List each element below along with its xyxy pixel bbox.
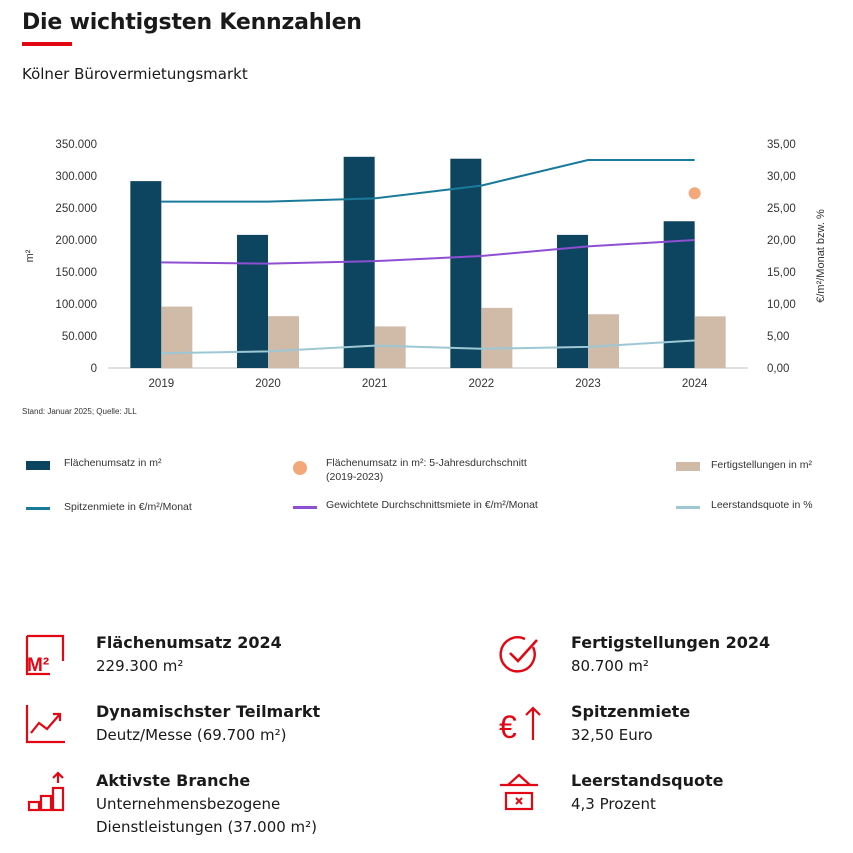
kpi-value: 80.700 m²: [571, 657, 649, 675]
legend-label: Leerstandsquote in %: [711, 499, 813, 511]
legend-swatch: [26, 461, 50, 470]
legend-swatch: [676, 462, 700, 471]
legend-label: Flächenumsatz in m²: [64, 457, 162, 469]
bar-flaechenumsatz: [663, 221, 695, 368]
kpi-spitzenmiete: € Spitzenmiete 32,50 Euro: [497, 702, 827, 752]
y-left-tick-label: 200.000: [55, 235, 97, 247]
kpi-value: 229.300 m²: [96, 657, 184, 675]
kpi-teilmarkt: Dynamischster Teilmarkt Deutz/Messe (69.…: [22, 702, 352, 752]
legend-swatch: [293, 461, 307, 475]
line-leerstandsquote: [161, 339, 695, 355]
y-right-tick-label: 35,00: [767, 139, 796, 151]
bar-flaechenumsatz: [450, 158, 482, 368]
y-left-tick-label: 300.000: [55, 171, 97, 183]
point-5-jahresdurchschnitt: [688, 187, 701, 200]
x-tick-label: 2023: [575, 378, 601, 390]
bar-fertigstellungen: [268, 316, 299, 368]
y-right-tick-label: 0,00: [767, 363, 789, 375]
y-left-tick-label: 350.000: [55, 139, 97, 151]
line-durchschnittsmiete: [161, 239, 695, 265]
y-left-tick-label: 50.000: [62, 331, 97, 343]
bar-flaechenumsatz: [237, 234, 268, 368]
y-right-tick-label: 20,00: [767, 235, 796, 247]
kpi-value: Deutz/Messe (69.700 m²): [96, 726, 287, 744]
legend-label: Fertigstellungen in m²: [711, 459, 812, 471]
y-right-tick-label: 10,00: [767, 299, 796, 311]
page-title: Die wichtigsten Kennzahlen: [22, 10, 362, 35]
y-right-tick-label: 15,00: [767, 267, 796, 279]
x-tick-label: 2019: [149, 378, 175, 390]
y-right-axis-label: €/m²/Monat bzw. %: [815, 209, 827, 303]
kpi-flaechenumsatz: M² Flächenumsatz 2024 229.300 m²: [22, 633, 352, 683]
source-note: Stand: Januar 2025; Quelle: JLL: [22, 407, 137, 416]
y-left-axis-label: m²: [24, 249, 36, 262]
y-left-tick-label: 0: [91, 363, 97, 375]
title-accent-bar: [22, 42, 72, 46]
legend-label-line2: (2019-2023): [326, 471, 384, 483]
page-subtitle: Kölner Bürovermietungsmarkt: [22, 65, 248, 83]
kpi-label: Leerstandsquote: [571, 771, 724, 790]
kpi-value-line2: Dienstleistungen (37.000 m²): [96, 818, 318, 836]
legend-label: Spitzenmiete in €/m²/Monat: [64, 501, 192, 513]
bar-flaechenumsatz: [557, 234, 588, 368]
kpi-value: 4,3 Prozent: [571, 795, 656, 813]
x-tick-label: 2020: [255, 378, 281, 390]
x-tick-label: 2021: [362, 378, 388, 390]
y-right-tick-label: 25,00: [767, 203, 796, 215]
legend-label: Gewichtete Durchschnittsmiete in €/m²/Mo…: [326, 499, 538, 511]
bar-fertigstellungen: [694, 316, 726, 368]
line-spitzenmiete: [161, 159, 695, 203]
checkmark-circle-icon: [499, 636, 538, 673]
svg-text:€: €: [499, 709, 517, 745]
vacancy-sign-icon: [500, 773, 538, 811]
bar-fertigstellungen: [481, 307, 513, 368]
y-left-tick-label: 250.000: [55, 203, 97, 215]
x-tick-label: 2024: [682, 378, 708, 390]
legend-swatch: [676, 506, 700, 509]
kpi-fertigstellungen: Fertigstellungen 2024 80.700 m²: [497, 633, 827, 683]
combo-chart: 0 50.000 100.000 150.000 200.000 250.000 300.0…: [24, 139, 827, 390]
bar-flaechenumsatz: [130, 181, 162, 368]
y-right-tick-label: 5,00: [767, 331, 789, 343]
kpi-leerstandsquote: Leerstandsquote 4,3 Prozent: [497, 771, 827, 821]
bar-steps-icon: [27, 771, 65, 812]
kpi-label: Aktivste Branche: [96, 771, 251, 790]
y-left-tick-label: 150.000: [55, 267, 97, 279]
bar-fertigstellungen: [161, 306, 193, 368]
kpi-label: Dynamischster Teilmarkt: [96, 702, 321, 721]
kpi-value: 32,50 Euro: [571, 726, 653, 744]
kpi-label: Flächenumsatz 2024: [96, 633, 282, 652]
bar-fertigstellungen: [588, 314, 619, 368]
kpi-value: Unternehmensbezogene: [96, 795, 281, 813]
kpi-label: Fertigstellungen 2024: [571, 633, 771, 652]
euro-up-icon: €: [499, 706, 541, 745]
legend-swatch: [26, 507, 50, 510]
legend-label: Flächenumsatz in m²: 5-Jahresdurchschnit…: [326, 457, 527, 469]
x-tick-label: 2022: [469, 378, 495, 390]
legend-swatch: [293, 506, 317, 509]
y-left-tick-label: 100.000: [55, 299, 97, 311]
square-meter-icon: M²: [25, 634, 65, 676]
kpi-branche: Aktivste Branche Unternehmensbezogene Di…: [22, 771, 352, 841]
svg-text:M²: M²: [27, 655, 49, 676]
y-right-tick-label: 30,00: [767, 171, 796, 183]
trend-up-icon: [25, 705, 65, 744]
kpi-label: Spitzenmiete: [571, 702, 691, 721]
